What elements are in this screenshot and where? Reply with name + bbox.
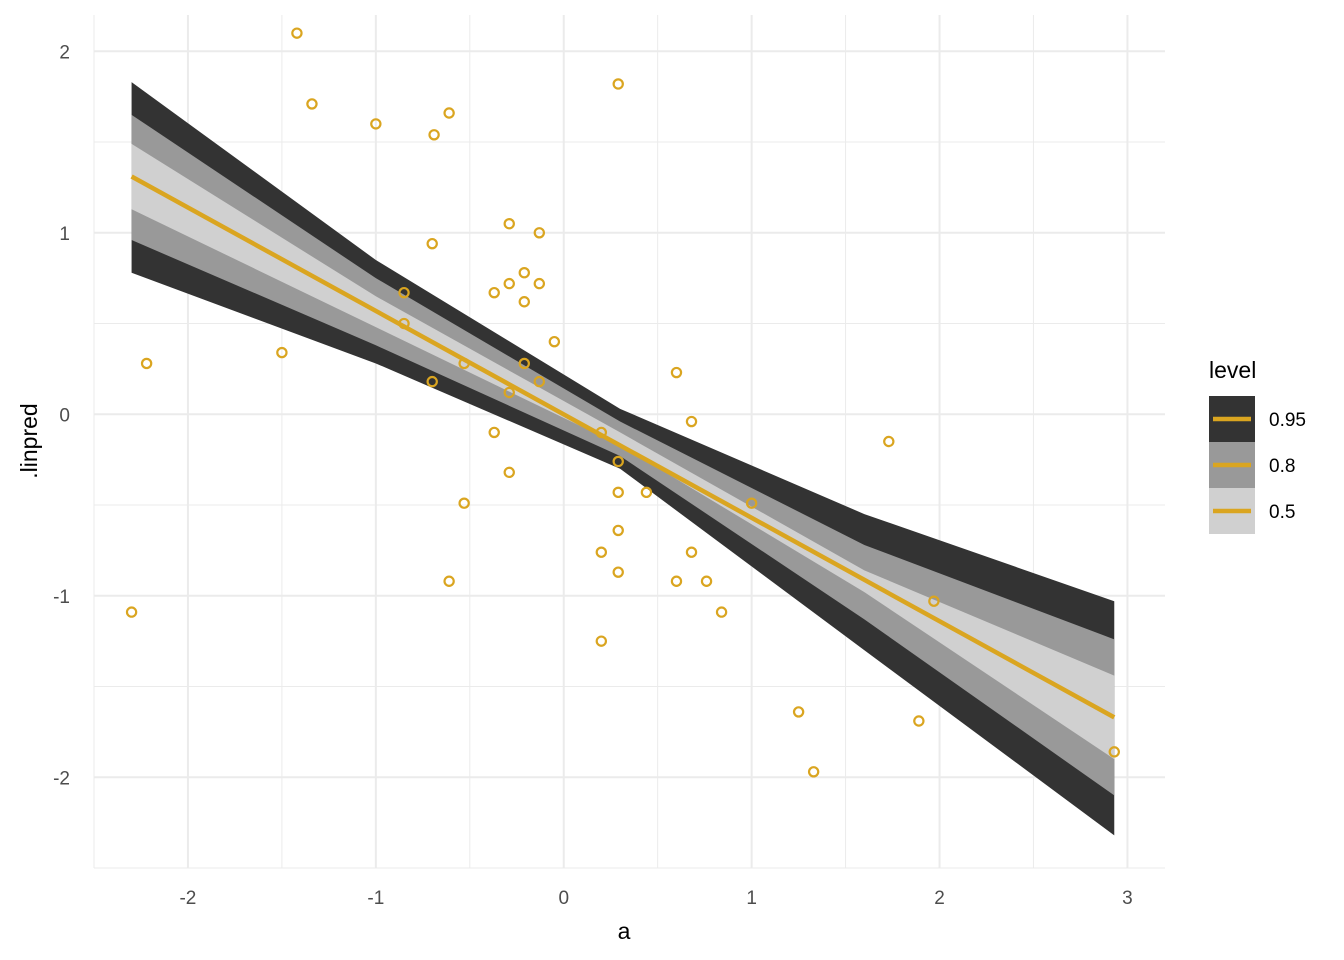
band-0-8 (131, 114, 1115, 796)
y-axis-title: .linpred (16, 403, 42, 478)
data-point (426, 375, 438, 388)
data-point (612, 78, 624, 90)
data-point (503, 466, 515, 479)
minor-gridlines (93, 15, 1165, 869)
data-point (745, 497, 758, 509)
data-point (488, 286, 500, 299)
x-tick-label: 1 (746, 888, 757, 909)
data-point (670, 366, 683, 379)
data-point (518, 357, 530, 370)
data-point (883, 435, 895, 448)
data-point (458, 497, 470, 509)
data-point (612, 455, 624, 468)
data-point (306, 98, 318, 110)
x-tick-label: -1 (367, 888, 384, 909)
data-point (700, 575, 713, 587)
data-point (443, 107, 455, 119)
data-point (398, 317, 410, 330)
data-point (595, 635, 608, 647)
y-tick-label: -1 (53, 587, 70, 608)
y-tick-labels: -2 -1 0 1 2 (53, 42, 70, 789)
data-point (595, 546, 608, 558)
data-point (792, 706, 805, 718)
data-point (685, 415, 698, 428)
data-point (518, 296, 530, 308)
data-point (533, 375, 546, 388)
data-point (715, 606, 728, 618)
data-point (913, 715, 925, 727)
data-point (140, 357, 153, 370)
data-point (518, 267, 530, 279)
x-tick-label: 2 (934, 888, 945, 909)
fit-line-group (130, 174, 1116, 720)
legend-title: level (1209, 357, 1256, 383)
x-axis-title: a (618, 918, 631, 944)
legend-label: 0.8 (1269, 456, 1295, 477)
data-point (640, 486, 653, 499)
data-point (595, 426, 608, 439)
data-point (503, 386, 515, 399)
legend: level 0.95 0.8 0.5 (1209, 357, 1306, 534)
legend-label: 0.5 (1269, 502, 1295, 523)
data-point (443, 575, 455, 587)
data-point (488, 426, 500, 439)
x-tick-labels: -2 -1 0 1 2 3 (179, 888, 1132, 909)
data-point (533, 227, 546, 239)
data-point (370, 118, 382, 130)
data-point (612, 524, 624, 537)
x-tick-label: 0 (558, 888, 569, 909)
y-tick-label: 1 (59, 224, 70, 245)
data-point (928, 595, 940, 607)
data-point (612, 566, 624, 578)
data-point (612, 486, 624, 499)
y-tick-label: 0 (59, 405, 70, 426)
y-tick-label: -2 (53, 768, 70, 789)
data-point (398, 286, 410, 299)
band-0-5 (131, 143, 1115, 760)
data-point (426, 237, 438, 250)
data-point (1108, 746, 1120, 758)
data-points (125, 27, 1120, 778)
data-point (503, 218, 515, 230)
legend-label: 0.95 (1269, 410, 1306, 431)
data-point (428, 129, 440, 141)
data-point (458, 357, 470, 370)
x-tick-label: -2 (179, 888, 196, 909)
data-point (125, 606, 138, 618)
data-point (291, 27, 303, 39)
fit-line (130, 174, 1116, 720)
data-point (533, 277, 546, 290)
data-point (670, 575, 683, 587)
data-point (503, 277, 515, 290)
data-point (807, 766, 820, 778)
legend-keys: 0.95 0.8 0.5 (1209, 396, 1306, 534)
data-point (548, 335, 561, 348)
y-tick-label: 2 (59, 42, 70, 63)
x-tick-label: 3 (1122, 888, 1133, 909)
data-point (276, 346, 288, 359)
data-point (685, 546, 698, 558)
